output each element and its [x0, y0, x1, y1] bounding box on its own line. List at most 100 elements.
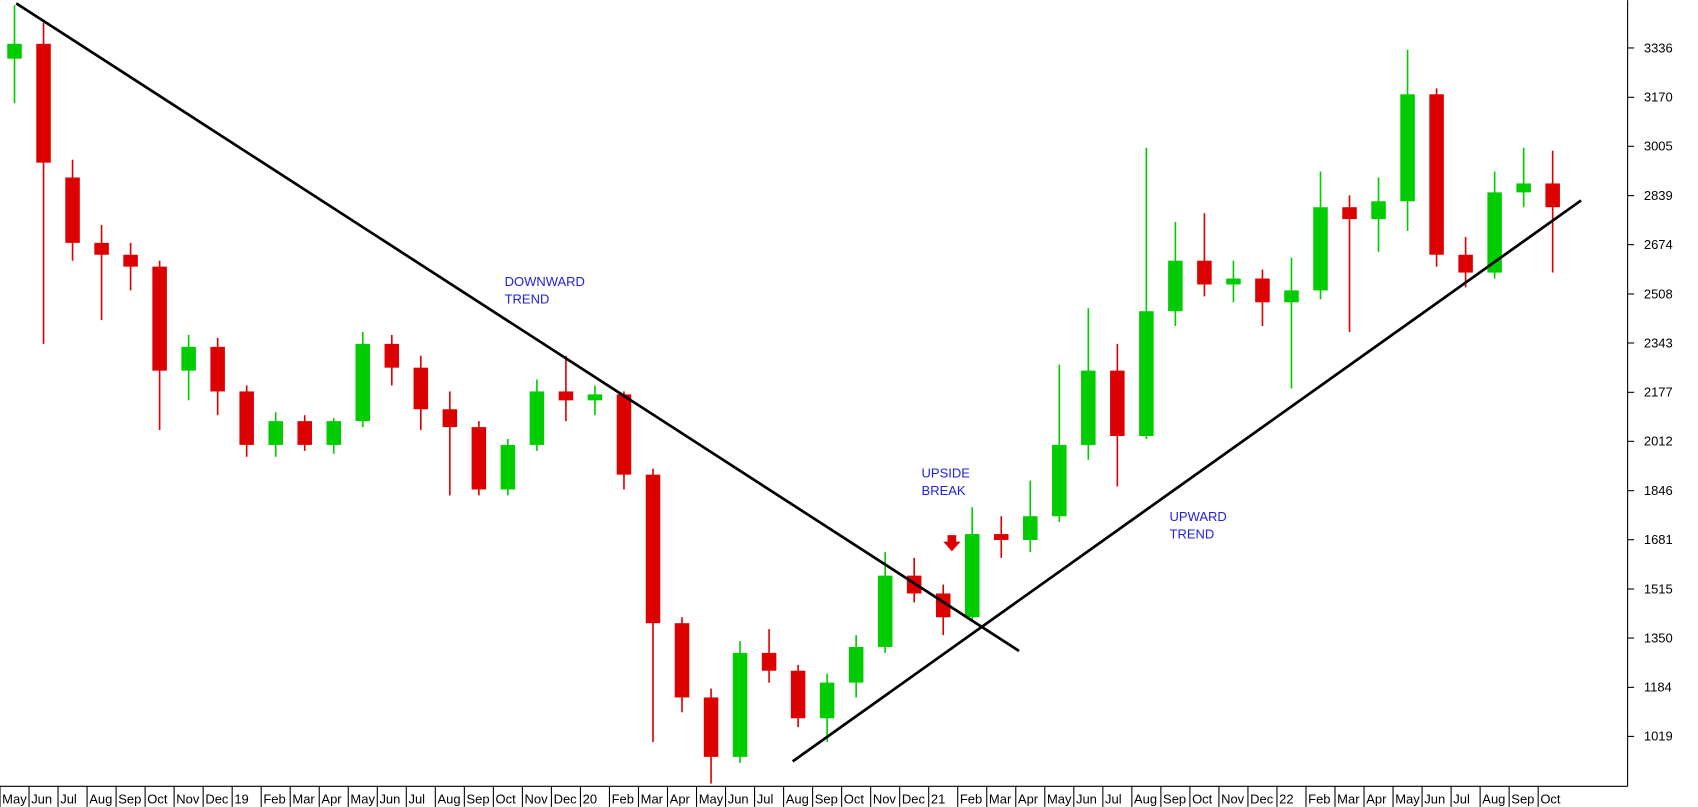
x-tick-label: Jul [757, 792, 774, 807]
x-tick-label: Oct [496, 792, 517, 807]
x-tick-label: Dec [1250, 792, 1274, 807]
candle-body [1139, 311, 1154, 436]
candle-body [1284, 290, 1299, 303]
y-tick-label: 1019 [1644, 729, 1673, 744]
x-tick-label: Dec [205, 792, 229, 807]
candle-body [761, 652, 777, 671]
candle-body [1400, 94, 1415, 202]
y-tick-label: 1846 [1644, 483, 1673, 498]
x-tick-label: Feb [960, 792, 982, 807]
candle-body [1255, 278, 1270, 303]
y-tick-label: 2674 [1644, 237, 1673, 252]
x-tick-label: Apr [321, 792, 342, 807]
y-tick-label: 1681 [1644, 532, 1673, 547]
x-tick-label: 19 [234, 792, 248, 807]
x-tick-label: 21 [931, 792, 945, 807]
candle-body [645, 474, 661, 624]
x-tick-label: Nov [176, 792, 200, 807]
x-tick-label: 20 [583, 792, 597, 807]
x-tick-label: May [1047, 792, 1072, 807]
x-tick-label: Oct [844, 792, 865, 807]
y-tick-label: 1184 [1644, 680, 1672, 695]
candle-body [964, 534, 980, 618]
candle-body [1168, 260, 1183, 312]
candle-body [994, 534, 1009, 540]
x-tick-label: 22 [1279, 792, 1293, 807]
x-tick-label: Apr [1366, 792, 1387, 807]
x-tick-label: Oct [1192, 792, 1213, 807]
candle-body [616, 394, 632, 475]
x-tick-label: Apr [670, 792, 691, 807]
x-tick-label: Feb [1308, 792, 1330, 807]
x-tick-label: May [1395, 792, 1420, 807]
x-tick-label: Apr [1018, 792, 1039, 807]
annotation: UPWARD [1170, 509, 1227, 524]
y-tick-label: 3336 [1644, 40, 1673, 55]
x-tick-label: Feb [612, 792, 634, 807]
candle-body [1110, 370, 1125, 436]
x-tick-label: Sep [815, 792, 838, 807]
x-tick-label: Sep [467, 792, 490, 807]
annotation: DOWNWARD [505, 274, 585, 289]
x-tick-label: Aug [89, 792, 112, 807]
candle-body [210, 346, 225, 392]
x-tick-label: Jul [408, 792, 425, 807]
candle-body [326, 421, 342, 445]
candle-body [1081, 370, 1096, 445]
break-arrow [943, 535, 961, 552]
candle-body [1458, 254, 1473, 273]
candle-body [181, 346, 196, 371]
annotation: TREND [1170, 526, 1215, 541]
candle-body [36, 43, 51, 163]
candle-body [529, 391, 545, 445]
candle-body [268, 421, 283, 445]
x-tick-label: Dec [902, 792, 926, 807]
candle-body [732, 652, 748, 757]
x-tick-label: Aug [1482, 792, 1505, 807]
candle-body [297, 421, 312, 445]
y-tick-label: 2177 [1644, 385, 1673, 400]
candle-body [442, 409, 458, 428]
candle-body [94, 242, 109, 255]
x-tick-label: Aug [437, 792, 460, 807]
x-tick-label: Aug [1134, 792, 1157, 807]
candle-body [1545, 183, 1560, 208]
y-tick-label: 2508 [1644, 286, 1673, 301]
candle-body [1429, 94, 1444, 255]
y-tick-label: 3170 [1644, 90, 1673, 105]
candle-body [1226, 278, 1241, 285]
x-tick-label: Mar [1337, 792, 1360, 807]
candle-body [1516, 183, 1531, 193]
candle-body [877, 575, 893, 647]
candle-body [703, 697, 719, 757]
x-tick-label: Oct [1540, 792, 1561, 807]
candle-body [1052, 444, 1067, 517]
candle-body [1313, 207, 1328, 291]
x-tick-label: Jul [1105, 792, 1122, 807]
y-tick-label: 1515 [1644, 581, 1673, 596]
x-tick-label: May [2, 792, 27, 807]
x-tick-label: Nov [873, 792, 897, 807]
x-tick-label: Jun [728, 792, 749, 807]
x-tick-label: Jul [60, 792, 77, 807]
x-tick-label: Aug [786, 792, 809, 807]
candle-body [790, 670, 806, 719]
x-tick-label: Sep [118, 792, 141, 807]
candle-body [1487, 192, 1502, 273]
x-tick-label: Jun [31, 792, 52, 807]
candle-body [558, 391, 574, 401]
candle-body [587, 394, 603, 401]
x-tick-label: May [699, 792, 724, 807]
candle-body [848, 646, 864, 683]
candle-body [1342, 207, 1357, 220]
candle-body [500, 444, 516, 490]
x-tick-label: Jun [1076, 792, 1097, 807]
candle-body [152, 266, 167, 371]
candle-body [1023, 516, 1038, 540]
candle-body [239, 391, 254, 445]
candle-body [413, 367, 429, 410]
annotation: BREAK [922, 483, 966, 498]
x-tick-label: Nov [1221, 792, 1245, 807]
y-tick-label: 3005 [1644, 139, 1673, 154]
downward-trendline [15, 2, 1020, 653]
